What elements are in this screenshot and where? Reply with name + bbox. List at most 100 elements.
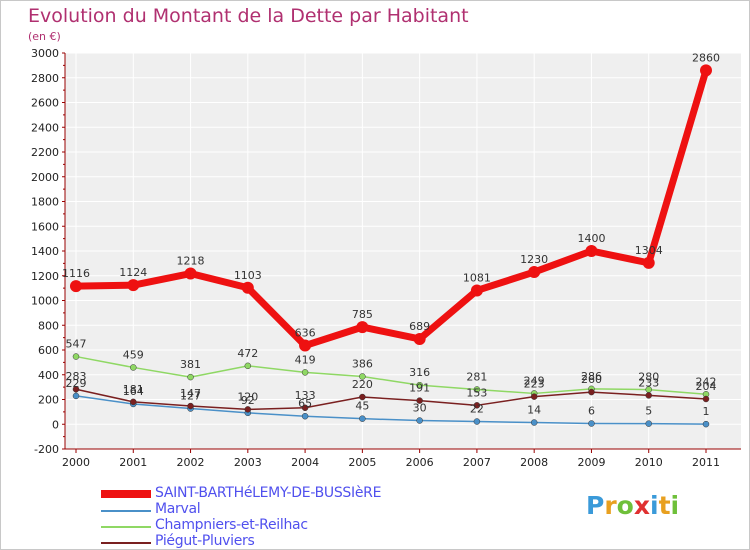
series-3	[72, 385, 710, 413]
series-line	[75, 395, 707, 425]
data-label: 2860	[692, 51, 720, 64]
data-point	[187, 402, 194, 410]
data-point	[301, 369, 309, 376]
data-point	[645, 420, 652, 427]
x-tick-label: 2004	[291, 456, 319, 469]
data-point	[244, 406, 252, 413]
data-label: 147	[180, 387, 201, 400]
data-label: 785	[352, 308, 373, 321]
data-label: 120	[237, 390, 258, 403]
x-tick-label: 2003	[234, 456, 262, 469]
data-label: 229	[66, 377, 87, 390]
data-point	[70, 280, 82, 293]
data-label: 22	[470, 403, 484, 416]
legend-swatch	[101, 490, 151, 498]
legend-swatch	[101, 542, 151, 544]
x-tick-label: 2010	[635, 456, 663, 469]
data-label: 419	[295, 353, 316, 366]
data-point	[301, 404, 309, 412]
data-label: 286	[581, 370, 602, 383]
data-label: 472	[237, 347, 258, 360]
data-label: 204	[696, 380, 717, 393]
data-point	[702, 420, 710, 428]
data-point	[416, 397, 423, 404]
data-label: 249	[524, 374, 545, 387]
logo-letter: x	[633, 491, 650, 520]
data-label: 5	[645, 405, 652, 418]
data-label: 65	[298, 397, 312, 410]
y-tick-label: 1000	[31, 295, 59, 308]
logo-letter: i	[670, 491, 680, 520]
data-point	[588, 420, 595, 427]
data-point	[585, 245, 598, 257]
legend-swatch	[101, 526, 151, 528]
data-label: 1	[703, 405, 710, 418]
data-point	[301, 412, 309, 420]
legend-swatch	[101, 510, 151, 512]
data-point	[473, 418, 481, 425]
data-label: 181	[123, 383, 144, 396]
x-tick-label: 2007	[463, 456, 491, 469]
data-point	[130, 364, 137, 371]
legend-label: Marval	[155, 501, 201, 517]
data-point	[530, 419, 538, 426]
data-label: 133	[295, 389, 316, 402]
data-point	[359, 415, 366, 422]
data-point	[473, 402, 481, 409]
legend-label: Piégut-Pluviers	[155, 533, 255, 549]
logo-letter: r	[604, 491, 617, 520]
data-label: 1230	[520, 253, 548, 266]
data-label: 316	[409, 366, 430, 379]
y-tick-label: -200	[34, 443, 59, 456]
series-0	[70, 64, 712, 352]
legend-label: Champniers-et-Reilhac	[155, 517, 308, 533]
chart-unit: (en €)	[28, 30, 61, 43]
y-tick-label: 2600	[31, 97, 59, 110]
data-label: 459	[123, 348, 144, 361]
y-tick-label: 800	[38, 319, 59, 332]
data-label: 636	[295, 327, 316, 340]
data-label: 153	[466, 386, 487, 399]
data-label: 1081	[463, 271, 491, 284]
x-tick-label: 2008	[520, 456, 548, 469]
data-point	[130, 398, 137, 406]
y-tick-label: 2200	[31, 146, 59, 159]
data-label: 233	[638, 376, 659, 389]
data-point	[528, 266, 541, 279]
data-label: 220	[352, 378, 373, 391]
data-point	[72, 392, 80, 400]
data-point	[530, 393, 538, 400]
x-tick-label: 2009	[577, 456, 605, 469]
data-point	[127, 279, 140, 292]
series-line	[72, 66, 710, 350]
y-tick-label: 1600	[31, 220, 59, 233]
logo-letter: o	[616, 491, 634, 520]
data-label: 281	[466, 370, 487, 383]
data-point	[413, 332, 426, 345]
data-label: 127	[180, 390, 201, 403]
data-label: 6	[588, 405, 595, 418]
data-label: 14	[527, 404, 541, 417]
x-tick-label: 2000	[62, 456, 90, 469]
data-label: 1103	[234, 269, 262, 282]
data-label: 45	[355, 400, 369, 413]
data-point	[588, 388, 595, 396]
legend-label: SAINT-BARTHéLEMY-DE-BUSSIèRE	[155, 485, 382, 501]
data-point	[184, 267, 197, 280]
data-point	[416, 381, 423, 389]
y-tick-label: 1200	[31, 270, 59, 283]
y-tick-label: 200	[38, 394, 59, 407]
data-label: 223	[524, 378, 545, 391]
series-line	[75, 355, 707, 396]
y-tick-label: 1800	[31, 196, 59, 209]
data-point	[700, 64, 712, 77]
data-point	[416, 417, 423, 424]
data-label: 386	[352, 357, 373, 370]
data-label: 242	[696, 375, 717, 388]
series-line	[75, 388, 707, 411]
data-point	[241, 281, 254, 294]
data-label: 164	[123, 385, 144, 398]
data-label: 689	[409, 320, 430, 333]
